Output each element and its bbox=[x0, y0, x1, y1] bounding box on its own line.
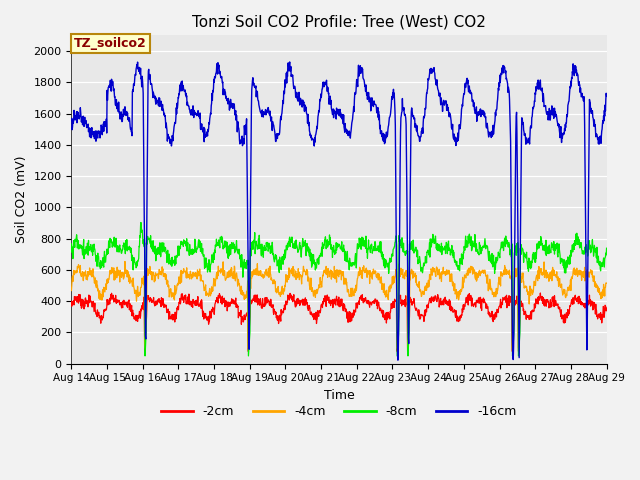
Text: TZ_soilco2: TZ_soilco2 bbox=[74, 37, 147, 50]
X-axis label: Time: Time bbox=[324, 389, 355, 402]
Legend: -2cm, -4cm, -8cm, -16cm: -2cm, -4cm, -8cm, -16cm bbox=[156, 400, 522, 423]
Y-axis label: Soil CO2 (mV): Soil CO2 (mV) bbox=[15, 156, 28, 243]
Title: Tonzi Soil CO2 Profile: Tree (West) CO2: Tonzi Soil CO2 Profile: Tree (West) CO2 bbox=[192, 15, 486, 30]
